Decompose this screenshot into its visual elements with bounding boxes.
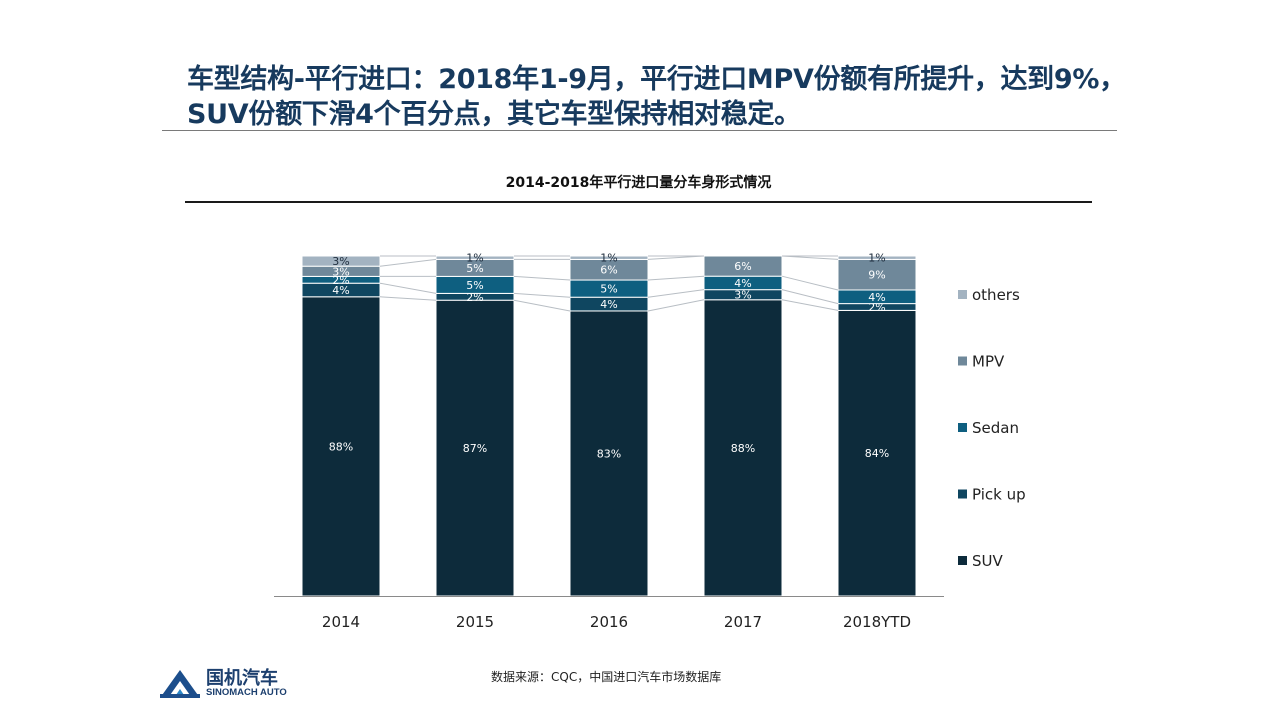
logo-subtitle: SINOMACH AUTO xyxy=(206,687,287,698)
series-line-1-3 xyxy=(513,275,571,281)
data-label-pick-up-2018YTD: 2% xyxy=(868,301,885,314)
series-line-3-1 xyxy=(781,299,839,311)
series-line-0-1 xyxy=(379,296,437,301)
data-label-suv-2017: 88% xyxy=(731,442,755,455)
chart-title-divider xyxy=(185,201,1092,203)
x-tick-label-2016: 2016 xyxy=(590,613,628,631)
bar-others-2014 xyxy=(301,255,381,267)
data-label-sedan-2017: 4% xyxy=(734,277,751,290)
x-tick-label-2014: 2014 xyxy=(322,613,360,631)
data-label-pick-up-2015: 2% xyxy=(466,291,483,304)
sinomach-logo-icon xyxy=(160,670,200,698)
source-note: 数据来源：CQC，中国进口汽车市场数据库 xyxy=(491,670,722,684)
data-label-mpv-2014: 3% xyxy=(332,265,349,278)
series-line-2-2 xyxy=(647,289,705,298)
x-tick-label-2017: 2017 xyxy=(724,613,762,631)
bar-others-2018YTD xyxy=(837,255,917,260)
data-label-mpv-2015: 5% xyxy=(466,262,483,275)
series-line-2-3 xyxy=(647,275,705,281)
series-line-1-2 xyxy=(513,292,571,298)
data-label-mpv-2017: 6% xyxy=(734,260,751,273)
series-line-3-2 xyxy=(781,289,839,305)
legend-swatch-others xyxy=(958,290,967,299)
data-label-suv-2016: 83% xyxy=(597,447,621,460)
series-line-3-3 xyxy=(781,275,839,291)
data-label-sedan-2016: 5% xyxy=(600,283,617,296)
legend-swatch-pick-up xyxy=(958,489,967,499)
data-label-sedan-2014: 2% xyxy=(332,274,349,287)
bar-suv-2015 xyxy=(435,299,515,597)
data-label-others-2016: 1% xyxy=(600,252,617,265)
data-label-sedan-2015: 5% xyxy=(466,279,483,292)
data-label-others-2015: 1% xyxy=(466,252,483,265)
legend-label-mpv: MPV xyxy=(972,353,1005,371)
series-line-2-4 xyxy=(647,255,705,260)
data-label-suv-2015: 87% xyxy=(463,442,487,455)
x-tick-label-2018YTD: 2018YTD xyxy=(843,613,911,631)
bar-suv-2018YTD xyxy=(837,309,917,597)
data-label-others-2014: 3% xyxy=(332,255,349,268)
page-title-line-1: 车型结构-平行进口：2018年1-9月，平行进口MPV份额有所提升，达到9%， xyxy=(187,64,1126,95)
data-label-mpv-2018YTD: 9% xyxy=(868,269,885,282)
title-divider xyxy=(162,130,1117,131)
data-label-pick-up-2017: 3% xyxy=(734,289,751,302)
data-label-mpv-2016: 6% xyxy=(600,264,617,277)
legend-label-suv: SUV xyxy=(972,552,1004,570)
data-label-sedan-2018YTD: 4% xyxy=(868,291,885,304)
x-tick-label-2015: 2015 xyxy=(456,613,494,631)
series-line-0-4 xyxy=(379,258,437,267)
chart-title: 2014-2018年平行进口量分车身形式情况 xyxy=(505,175,772,191)
legend-swatch-suv xyxy=(958,556,967,565)
legend-swatch-mpv xyxy=(958,356,967,366)
logo-name: 国机汽车 xyxy=(206,668,278,689)
legend-swatch-sedan xyxy=(958,423,967,432)
legend-label-sedan: Sedan xyxy=(972,419,1019,437)
data-label-pick-up-2016: 4% xyxy=(600,298,617,311)
bar-others-2016 xyxy=(569,255,649,260)
page-title: 车型结构-平行进口：2018年1-9月，平行进口MPV份额有所提升，达到9%， … xyxy=(187,62,1147,132)
company-logo: 国机汽车 SINOMACH AUTO xyxy=(160,664,300,704)
bar-others-2015 xyxy=(435,255,515,260)
legend-label-pick-up: Pick up xyxy=(972,486,1026,504)
series-line-0-2 xyxy=(379,282,437,294)
series-line-2-1 xyxy=(647,299,705,312)
series-line-3-4 xyxy=(781,255,839,260)
series-line-1-1 xyxy=(513,299,571,312)
page-title-line-2: SUV份额下滑4个百分点，其它车型保持相对稳定。 xyxy=(187,99,801,130)
bar-suv-2017 xyxy=(703,299,783,597)
data-label-pick-up-2014: 4% xyxy=(332,284,349,297)
legend-label-others: others xyxy=(972,286,1020,304)
bar-mpv-2017 xyxy=(703,255,783,277)
data-label-others-2018YTD: 1% xyxy=(868,252,885,265)
data-label-suv-2018YTD: 84% xyxy=(865,447,889,460)
data-label-suv-2014: 88% xyxy=(329,440,353,453)
